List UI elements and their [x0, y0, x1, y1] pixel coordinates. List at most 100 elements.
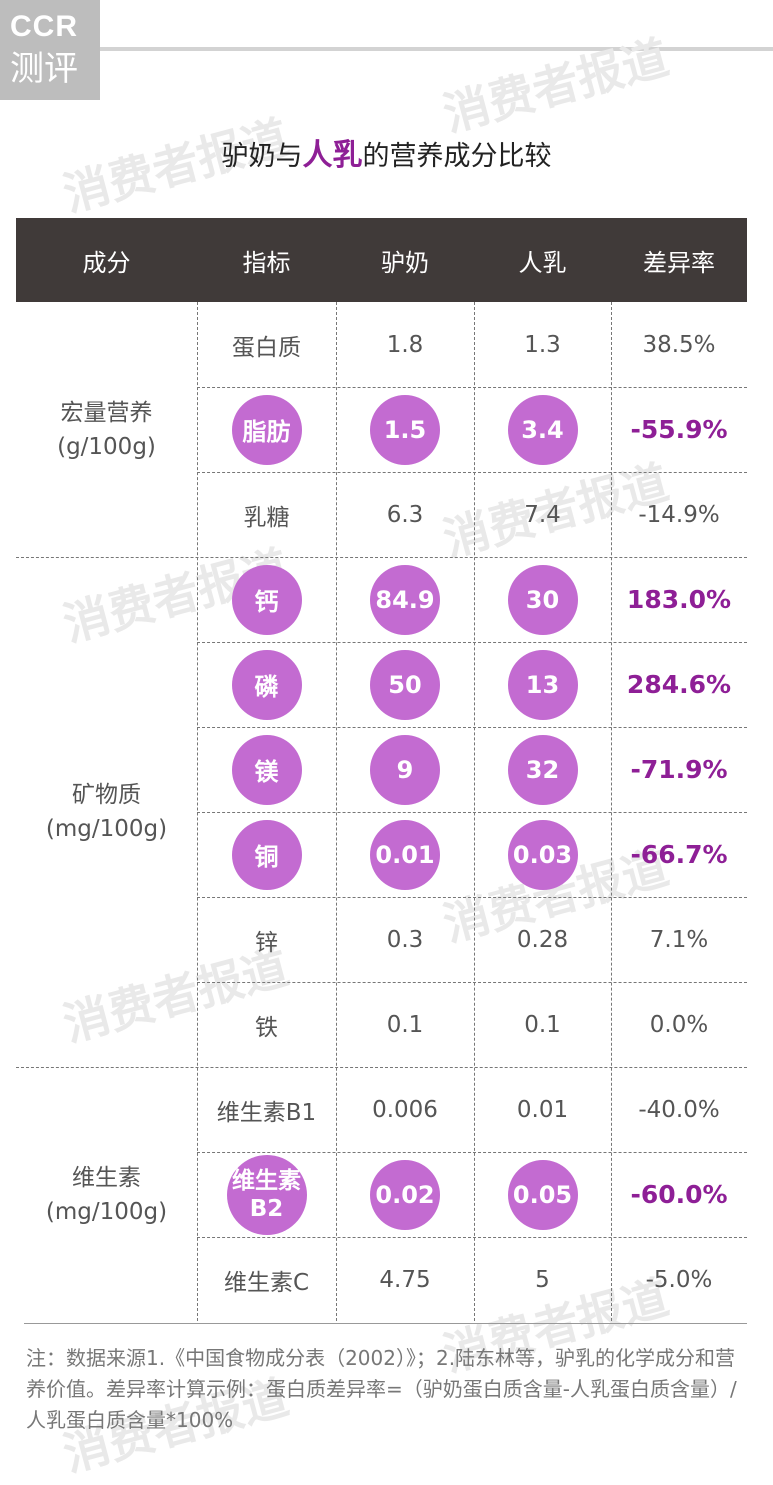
logo-line2: 测评 [10, 49, 78, 89]
human-value-cell: 1.3 [524, 331, 561, 358]
header-cell: 人乳 [518, 248, 567, 277]
human-value-cell: 0.1 [524, 1011, 561, 1038]
header-cell: 指标 [242, 248, 291, 277]
human-value-circle: 0.03 [507, 819, 578, 890]
column-divider [611, 302, 612, 1321]
donkey-value-circle: 50 [370, 649, 440, 720]
indicator-cell: 维生素C [223, 1269, 310, 1296]
diff-cell: 183.0% [626, 585, 732, 614]
indicator-label-line: 维生素 [232, 1167, 301, 1194]
indicator-circle: 脂肪 [231, 394, 302, 465]
donkey-value-circle: 9 [370, 734, 440, 805]
group-label: 矿物质 (mg/100g) [16, 557, 197, 1067]
group-divider [16, 1067, 747, 1068]
human-value-cell: 0.05 [474, 1152, 611, 1237]
header-cell: 驴奶 [381, 248, 429, 277]
donkey-value-cell: 0.02 [336, 1152, 474, 1237]
group-name: 宏量营养 [60, 399, 153, 426]
group-unit: (mg/100g) [45, 816, 168, 842]
chart-title: 驴奶与人乳的营养成分比较 [0, 130, 773, 174]
donkey-value-circle: 1.5 [370, 394, 440, 465]
indicator-cell: 铜 [197, 812, 336, 897]
human-value-cell: 0.01 [516, 1096, 569, 1123]
title-prefix: 驴奶与 [221, 141, 303, 172]
diff-cell: 38.5% [642, 331, 716, 358]
human-value-cell: 3.4 [474, 387, 611, 472]
human-value-cell: 7.4 [524, 501, 561, 528]
indicator-circle: 钙 [231, 564, 302, 635]
group-name: 矿物质 [72, 782, 141, 808]
row-divider [197, 472, 747, 473]
donkey-value-cell: 0.3 [386, 926, 424, 953]
donkey-value-circle: 0.02 [370, 1159, 440, 1230]
human-value-circle: 3.4 [507, 394, 578, 465]
footnote: 注：数据来源1.《中国食物成分表（2002）》；2.陆东林等，驴乳的化学成分和营… [26, 1346, 737, 1432]
group-label: 宏量营养 (g/100g) [16, 302, 197, 557]
ccr-logo: CCR 测评 [0, 0, 100, 100]
human-value-cell: 0.03 [474, 812, 611, 897]
logo-line1: CCR [10, 10, 78, 43]
donkey-value-cell: 9 [336, 727, 474, 812]
donkey-value-circle: 0.01 [370, 819, 440, 890]
diff-cell: -71.9% [630, 755, 728, 784]
donkey-value-cell: 1.8 [386, 331, 424, 358]
indicator-cell: 蛋白质 [232, 334, 301, 361]
group-label: 维生素 (mg/100g) [16, 1067, 197, 1322]
indicator-cell: 镁 [197, 727, 336, 812]
indicator-circle: 磷 [231, 649, 302, 720]
header-cell: 差异率 [643, 248, 715, 277]
diff-cell: -60.0% [630, 1180, 728, 1209]
diff-cell: -40.0% [638, 1096, 720, 1123]
column-divider [474, 302, 475, 1321]
column-divider [336, 302, 337, 1321]
donkey-value-cell: 6.3 [386, 501, 424, 528]
row-divider [197, 727, 747, 728]
donkey-value-cell: 0.1 [386, 1011, 424, 1038]
row-divider [197, 642, 747, 643]
diff-cell: -14.9% [638, 501, 720, 528]
row-divider [197, 1152, 747, 1153]
donkey-value-cell: 84.9 [336, 557, 474, 642]
row-divider [197, 982, 747, 983]
indicator-label-line: B2 [249, 1195, 284, 1222]
donkey-value-cell: 1.5 [336, 387, 474, 472]
table-bottom-rule [24, 1323, 747, 1324]
donkey-value-cell: 50 [336, 642, 474, 727]
watermark: 消费者报道 [437, 30, 674, 142]
indicator-cell: 磷 [197, 642, 336, 727]
diff-cell: 0.0% [649, 1011, 709, 1038]
group-unit: (g/100g) [57, 433, 156, 460]
human-value-cell: 30 [474, 557, 611, 642]
diff-cell: -66.7% [630, 840, 728, 869]
diff-cell: -5.0% [645, 1266, 713, 1293]
donkey-value-cell: 0.006 [372, 1096, 438, 1123]
indicator-circle: 维生素 B2 [226, 1154, 307, 1235]
indicator-cell: 钙 [197, 557, 336, 642]
human-value-circle: 30 [507, 564, 578, 635]
diff-cell: 284.6% [626, 670, 732, 699]
donkey-value-cell: 0.01 [336, 812, 474, 897]
indicator-cell: 脂肪 [197, 387, 336, 472]
indicator-cell: 锌 [255, 929, 278, 956]
donkey-value-circle: 84.9 [370, 564, 440, 635]
title-highlight: 人乳 [302, 138, 363, 173]
row-divider [197, 387, 747, 388]
human-value-cell: 32 [474, 727, 611, 812]
diff-cell: 7.1% [649, 926, 709, 953]
group-unit: (mg/100g) [45, 1198, 168, 1225]
indicator-circle: 铜 [231, 819, 302, 890]
group-divider [16, 557, 747, 558]
row-divider [197, 1237, 747, 1238]
group-name: 维生素 [72, 1164, 141, 1191]
indicator-cell: 维生素B1 [216, 1099, 317, 1126]
human-value-cell: 13 [474, 642, 611, 727]
row-divider [197, 897, 747, 898]
top-rule [100, 47, 773, 51]
header-cell: 成分 [82, 248, 131, 277]
row-divider [197, 812, 747, 813]
diff-cell: -55.9% [630, 415, 728, 444]
indicator-cell: 维生素 B2 [197, 1152, 336, 1237]
indicator-cell: 铁 [255, 1014, 278, 1041]
title-suffix: 的营养成分比较 [362, 141, 552, 172]
human-value-circle: 0.05 [507, 1159, 578, 1230]
